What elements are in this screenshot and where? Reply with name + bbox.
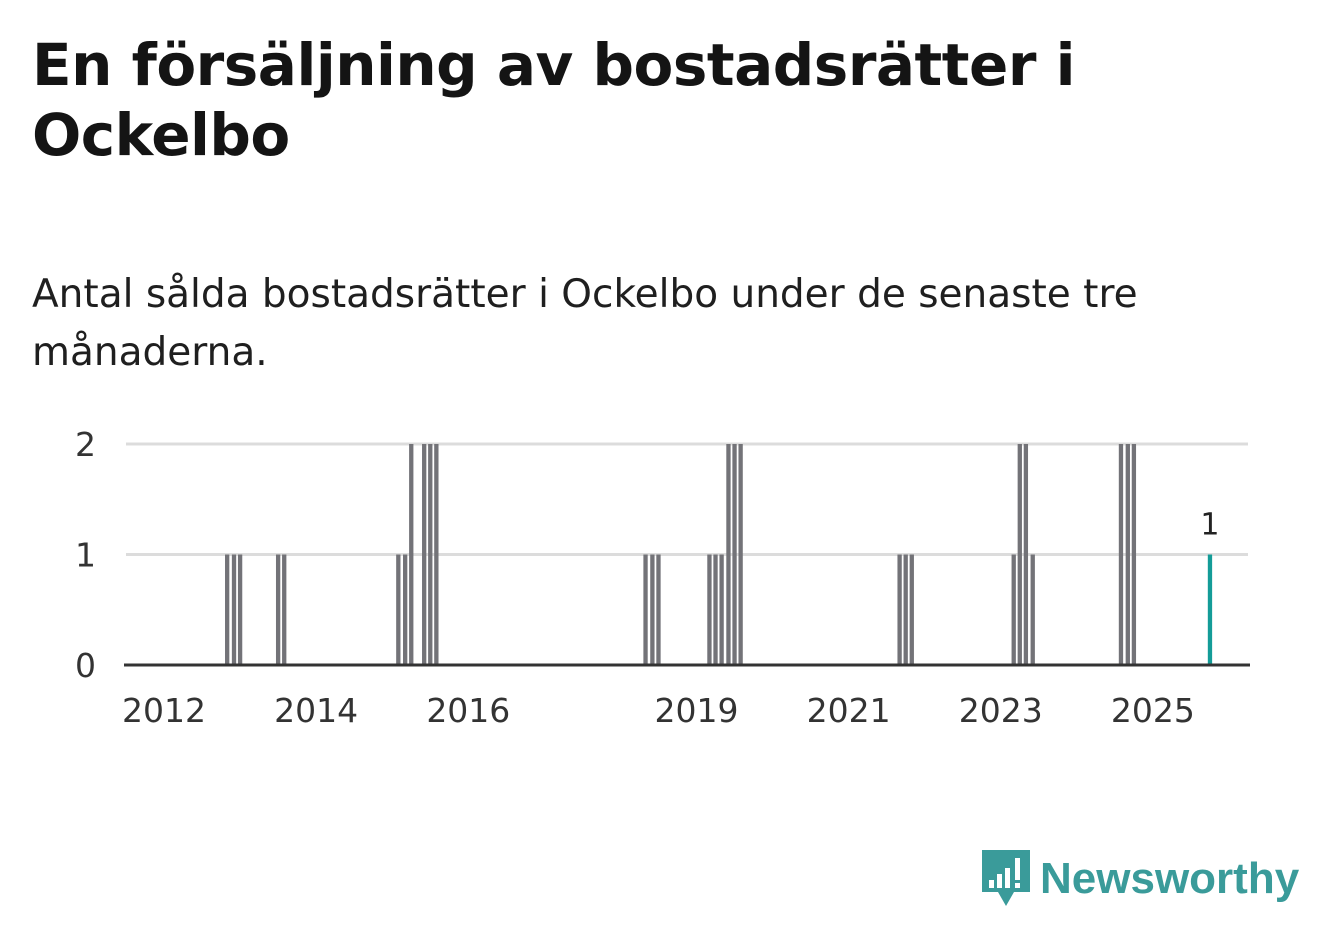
bar (903, 554, 908, 665)
bar (409, 444, 414, 665)
bar (403, 554, 408, 665)
bar (282, 554, 287, 665)
bar (897, 554, 902, 665)
bar (1118, 444, 1124, 665)
bar (719, 554, 724, 665)
bar (422, 444, 427, 665)
bar (1017, 444, 1022, 665)
x-tick-label: 2023 (959, 691, 1043, 730)
x-tick-label: 2019 (655, 691, 739, 730)
bar (275, 554, 281, 665)
y-tick-label: 1 (75, 536, 96, 575)
bar (1131, 444, 1137, 665)
chart-subtitle: Antal sålda bostadsrätter i Ockelbo unde… (32, 272, 1138, 375)
bar (726, 444, 731, 665)
brand-name: Newsworthy (1040, 854, 1300, 903)
bar (909, 554, 914, 665)
bar-chart: 0 1 2 2012 2014 2016 2019 2021 2023 2025 1 (75, 425, 1250, 730)
bar (1011, 554, 1016, 665)
x-tick-label: 2014 (274, 691, 358, 730)
x-tick-label: 2012 (122, 691, 206, 730)
bar (237, 554, 243, 665)
x-tick-label: 2025 (1111, 691, 1195, 730)
bar (396, 554, 401, 665)
x-tick-label: 2021 (807, 691, 891, 730)
gridlines (126, 442, 1248, 556)
bar (738, 444, 743, 665)
data-label: 1 (1200, 508, 1219, 543)
bar (707, 554, 712, 665)
bar (643, 554, 648, 665)
x-tick-label: 2016 (426, 691, 510, 730)
chart-title: En försäljning av bostadsrätter i Ockelb… (32, 31, 1076, 169)
bar-highlighted (1207, 554, 1213, 665)
bar (713, 554, 718, 665)
bar (434, 444, 439, 665)
bar (1023, 444, 1029, 665)
data-labels: 1 (1200, 508, 1219, 543)
y-tick-label: 0 (75, 646, 96, 685)
bar (428, 444, 433, 665)
bar (1125, 444, 1130, 665)
y-axis-ticks: 0 1 2 (75, 425, 96, 685)
bar (656, 554, 661, 665)
newsworthy-logo-icon (982, 850, 1030, 906)
bar (1030, 554, 1035, 665)
y-tick-label: 2 (75, 425, 96, 464)
brand-logo: Newsworthy (980, 848, 1299, 910)
x-axis-ticks: 2012 2014 2016 2019 2021 2023 2025 (122, 691, 1195, 730)
bars (124, 444, 1250, 667)
bar (231, 554, 237, 665)
bar (732, 444, 737, 665)
bar (225, 554, 230, 665)
bar (650, 554, 655, 665)
